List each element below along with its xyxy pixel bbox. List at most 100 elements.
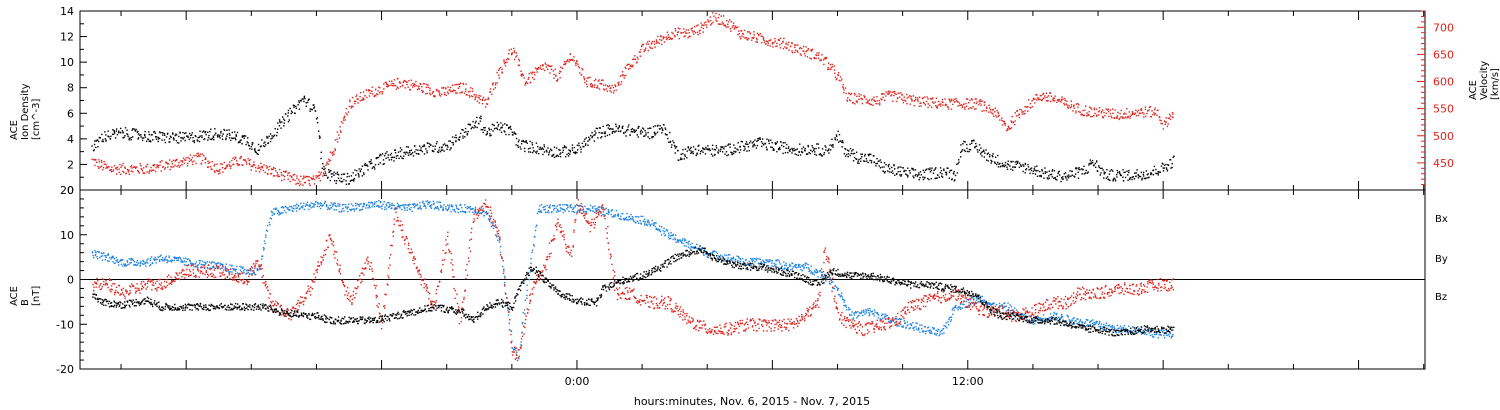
ion-density-point <box>875 162 877 165</box>
ion-density-point <box>918 172 920 174</box>
by-point <box>164 257 167 259</box>
by-point <box>705 253 707 255</box>
ion-density-point <box>602 125 604 128</box>
ion-density-point <box>461 128 463 131</box>
ion-density-point <box>1094 162 1096 165</box>
by-point <box>556 209 559 212</box>
velocity-point <box>902 99 904 102</box>
velocity-point <box>1093 109 1096 111</box>
velocity-point <box>263 164 265 166</box>
velocity-point <box>602 84 605 87</box>
velocity-point <box>1003 122 1005 124</box>
velocity-point <box>216 170 219 172</box>
ion-density-point <box>692 150 694 153</box>
velocity-point <box>631 65 634 68</box>
by-point <box>533 245 535 247</box>
velocity-point <box>469 96 471 98</box>
velocity-point <box>486 103 489 106</box>
velocity-point <box>320 171 322 174</box>
velocity-point <box>216 163 218 165</box>
by-point <box>872 313 875 315</box>
ion-density-point <box>899 170 901 173</box>
velocity-point <box>927 98 929 100</box>
velocity-point <box>219 168 221 171</box>
ion-density-point <box>1118 172 1121 174</box>
velocity-point <box>970 98 973 100</box>
velocity-point <box>402 81 405 84</box>
velocity-point <box>429 93 432 96</box>
ion-density-point <box>148 133 150 136</box>
ion-density-point <box>852 160 855 162</box>
by-point <box>640 223 642 225</box>
ion-density-point <box>978 149 981 151</box>
by-point <box>266 230 269 232</box>
ion-density-point <box>787 146 790 148</box>
velocity-point <box>145 165 147 167</box>
velocity-point <box>553 77 555 79</box>
ion-density-point <box>493 128 496 130</box>
velocity-point <box>765 42 767 45</box>
velocity-point <box>232 163 234 166</box>
velocity-point <box>1001 117 1003 120</box>
ion-density-point <box>1033 168 1035 170</box>
velocity-point <box>791 42 793 45</box>
ion-density-point <box>336 173 339 175</box>
ion-density-point <box>126 129 128 131</box>
ion-density-point <box>517 141 520 143</box>
by-point <box>750 264 752 266</box>
by-point <box>401 204 404 206</box>
by-point <box>278 211 281 214</box>
velocity-point <box>444 87 447 89</box>
velocity-point <box>120 166 122 169</box>
velocity-point <box>893 91 895 93</box>
ion-density-point <box>217 134 219 136</box>
by-point <box>924 330 927 332</box>
by-point <box>378 205 380 207</box>
ion-density-point <box>841 141 843 143</box>
velocity-point <box>134 167 137 169</box>
by-point <box>869 309 871 312</box>
ion-density-point <box>690 150 692 152</box>
ion-density-point <box>193 140 195 142</box>
by-point <box>534 229 537 232</box>
ion-density-point <box>1034 166 1036 168</box>
ion-density-point <box>584 138 586 140</box>
velocity-point <box>893 94 895 97</box>
ion-density-point <box>553 153 555 156</box>
ion-density-point <box>462 135 464 137</box>
by-point <box>868 312 870 314</box>
velocity-point <box>751 39 753 41</box>
ion-density-point <box>237 141 240 144</box>
velocity-point <box>251 165 254 168</box>
by-point <box>912 322 914 324</box>
by-point <box>464 210 467 213</box>
ion-density-point <box>873 155 875 157</box>
ion-density-point <box>1056 179 1058 181</box>
by-point <box>99 256 101 259</box>
ion-density-point <box>479 120 482 122</box>
ion-density-point <box>917 174 919 176</box>
ion-density-point <box>542 148 545 150</box>
velocity-point <box>816 54 818 57</box>
ion-density-point <box>1025 169 1027 171</box>
ion-density-point <box>336 171 339 174</box>
by-point <box>785 262 787 265</box>
velocity-point <box>712 21 714 24</box>
ion-density-point <box>1004 164 1007 167</box>
by-point <box>717 257 719 260</box>
velocity-point <box>348 99 351 101</box>
by-point <box>362 205 365 208</box>
velocity-point <box>442 87 445 89</box>
velocity-point <box>391 84 394 87</box>
velocity-point <box>883 93 885 95</box>
ion-density-point <box>666 134 668 136</box>
velocity-point <box>406 83 408 86</box>
ion-density-point <box>698 144 700 147</box>
ion-density-tick-label: 2 <box>67 158 74 171</box>
by-point <box>653 221 656 224</box>
velocity-point <box>539 65 542 67</box>
ion-density-point <box>1142 175 1145 177</box>
by-point <box>282 212 284 214</box>
by-point <box>807 267 810 269</box>
ion-density-point <box>539 146 541 149</box>
